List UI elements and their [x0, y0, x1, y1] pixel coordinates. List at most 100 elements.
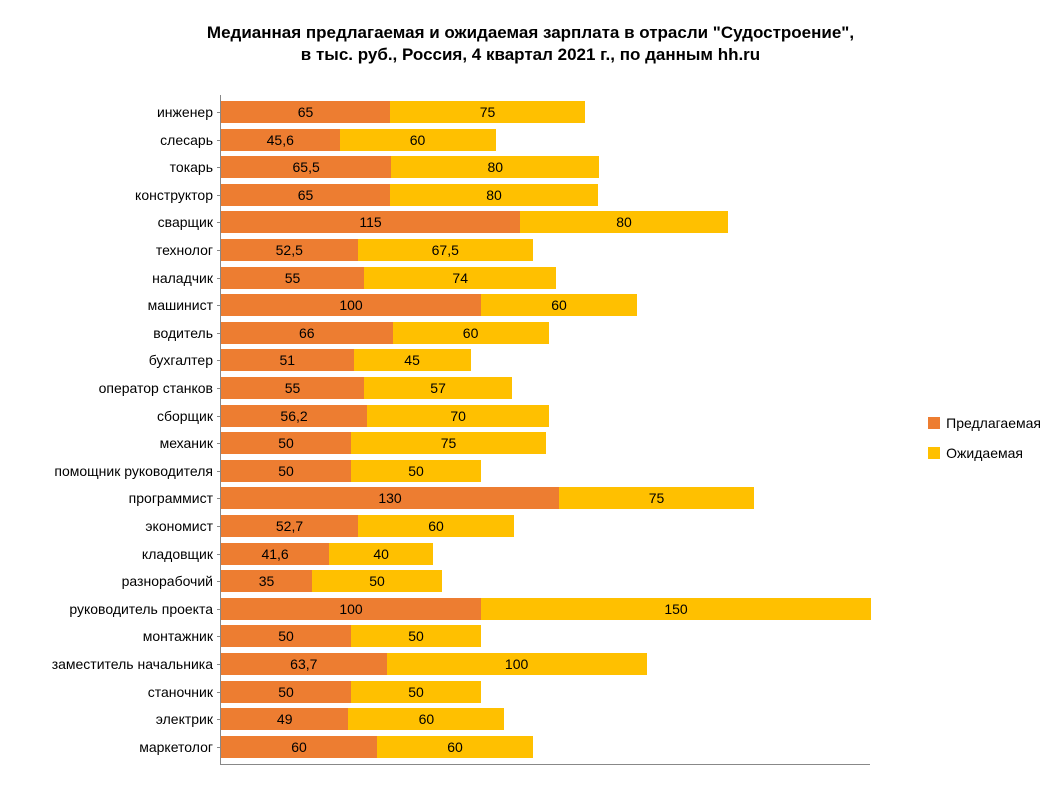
bar-offered: 35 [221, 570, 312, 592]
bar-expected-value: 60 [463, 325, 479, 341]
bar-expected-value: 75 [480, 104, 496, 120]
bar-expected: 80 [390, 184, 598, 206]
bar-offered-value: 51 [280, 352, 296, 368]
bar-row: маркетолог6060 [221, 736, 870, 758]
bar-expected: 50 [351, 460, 481, 482]
bar-expected: 45 [354, 349, 471, 371]
chart-title-line1: Медианная предлагаемая и ожидаемая зарпл… [0, 22, 1061, 44]
category-label: экономист [6, 515, 221, 537]
bar-expected-value: 40 [373, 546, 389, 562]
category-label: маркетолог [6, 736, 221, 758]
bar-offered: 41,6 [221, 543, 329, 565]
bar-offered-value: 63,7 [290, 656, 317, 672]
bar-offered: 50 [221, 432, 351, 454]
legend-label-offered: Предлагаемая [946, 415, 1041, 431]
bar-expected-value: 50 [408, 684, 424, 700]
bar-expected: 80 [520, 211, 728, 233]
bar-expected-value: 67,5 [432, 242, 459, 258]
category-label: механик [6, 432, 221, 454]
category-label: монтажник [6, 625, 221, 647]
bar-offered: 52,5 [221, 239, 358, 261]
legend-swatch-offered [928, 417, 940, 429]
bar-row: экономист52,760 [221, 515, 870, 537]
bar-offered-value: 60 [291, 739, 307, 755]
bar-offered: 130 [221, 487, 559, 509]
bar-expected-value: 150 [664, 601, 687, 617]
bar-expected: 60 [393, 322, 549, 344]
bar-offered: 51 [221, 349, 354, 371]
bar-expected: 60 [348, 708, 504, 730]
bar-expected-value: 60 [410, 132, 426, 148]
plot-region: инженер6575слесарь45,660токарь65,580конс… [220, 95, 870, 765]
bar-expected: 60 [481, 294, 637, 316]
bar-offered-value: 50 [278, 684, 294, 700]
bar-row: оператор станков5557 [221, 377, 870, 399]
bar-offered: 100 [221, 598, 481, 620]
bar-row: токарь65,580 [221, 156, 870, 178]
bar-row: инженер6575 [221, 101, 870, 123]
bar-offered: 60 [221, 736, 377, 758]
legend: Предлагаемая Ожидаемая [928, 415, 1041, 475]
bar-expected-value: 60 [419, 711, 435, 727]
bar-offered: 52,7 [221, 515, 358, 537]
category-label: технолог [6, 239, 221, 261]
bar-offered: 50 [221, 460, 351, 482]
bar-row: механик5075 [221, 432, 870, 454]
bar-offered-value: 55 [285, 270, 301, 286]
category-label: электрик [6, 708, 221, 730]
bar-offered-value: 65,5 [293, 159, 320, 175]
bar-expected-value: 50 [408, 628, 424, 644]
category-label: разнорабочий [6, 570, 221, 592]
bar-row: заместитель начальника63,7100 [221, 653, 870, 675]
bar-offered: 65 [221, 101, 390, 123]
category-label: помощник руководителя [6, 460, 221, 482]
category-label: заместитель начальника [6, 653, 221, 675]
category-label: токарь [6, 156, 221, 178]
bar-offered-value: 55 [285, 380, 301, 396]
bar-expected-value: 57 [430, 380, 446, 396]
category-label: оператор станков [6, 377, 221, 399]
bar-offered-value: 52,7 [276, 518, 303, 534]
bar-expected: 75 [559, 487, 754, 509]
bar-row: сборщик56,270 [221, 405, 870, 427]
bar-offered-value: 49 [277, 711, 293, 727]
bar-offered: 115 [221, 211, 520, 233]
category-label: наладчик [6, 267, 221, 289]
bar-offered: 50 [221, 625, 351, 647]
category-label: конструктор [6, 184, 221, 206]
bar-row: программист13075 [221, 487, 870, 509]
chart-title-line2: в тыс. руб., Россия, 4 квартал 2021 г., … [0, 44, 1061, 66]
bar-row: машинист10060 [221, 294, 870, 316]
bar-row: сварщик11580 [221, 211, 870, 233]
bar-offered: 65 [221, 184, 390, 206]
bar-offered: 45,6 [221, 129, 340, 151]
bar-expected: 75 [351, 432, 546, 454]
category-label: машинист [6, 294, 221, 316]
bar-row: руководитель проекта100150 [221, 598, 870, 620]
bar-offered: 55 [221, 267, 364, 289]
bar-offered-value: 115 [359, 214, 381, 230]
bar-expected-value: 80 [486, 187, 502, 203]
bar-offered-value: 100 [339, 297, 362, 313]
bar-expected: 150 [481, 598, 871, 620]
bar-expected-value: 50 [408, 463, 424, 479]
bar-expected-value: 60 [447, 739, 463, 755]
bar-expected: 67,5 [358, 239, 534, 261]
bar-row: конструктор6580 [221, 184, 870, 206]
bar-row: слесарь45,660 [221, 129, 870, 151]
bar-offered: 66 [221, 322, 393, 344]
bar-expected: 40 [329, 543, 433, 565]
category-label: программист [6, 487, 221, 509]
category-label: станочник [6, 681, 221, 703]
bar-expected: 74 [364, 267, 556, 289]
bar-expected: 57 [364, 377, 512, 399]
bar-expected: 100 [387, 653, 647, 675]
bar-expected: 60 [358, 515, 514, 537]
bar-offered-value: 35 [259, 573, 275, 589]
bar-expected-value: 80 [488, 159, 504, 175]
bar-row: водитель6660 [221, 322, 870, 344]
chart-title: Медианная предлагаемая и ожидаемая зарпл… [0, 0, 1061, 66]
bar-expected: 75 [390, 101, 585, 123]
bar-row: станочник5050 [221, 681, 870, 703]
bar-offered-value: 130 [378, 490, 401, 506]
